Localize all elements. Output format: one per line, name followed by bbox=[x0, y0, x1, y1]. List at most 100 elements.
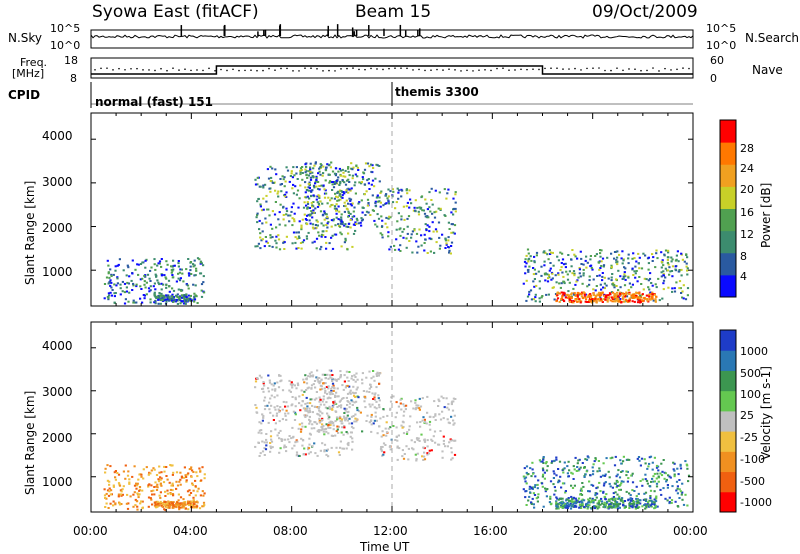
heatmap-cell bbox=[171, 482, 174, 485]
heatmap-cell bbox=[598, 297, 601, 300]
heatmap-cell bbox=[600, 260, 603, 263]
heatmap-cell bbox=[358, 201, 361, 204]
heatmap-cell bbox=[655, 464, 659, 467]
heatmap-cell bbox=[322, 430, 325, 433]
heatmap-cell bbox=[278, 410, 281, 413]
heatmap-cell bbox=[669, 476, 672, 479]
heatmap-cell bbox=[296, 440, 299, 443]
heatmap-cell bbox=[370, 163, 373, 166]
heatmap-cell bbox=[191, 503, 194, 506]
heatmap-cell bbox=[648, 293, 651, 296]
heatmap-cell bbox=[341, 422, 344, 425]
heatmap-cell bbox=[686, 504, 689, 507]
heatmap-cell bbox=[447, 239, 450, 242]
heatmap-cell bbox=[562, 293, 565, 296]
heatmap-cell bbox=[292, 410, 295, 413]
heatmap-cell bbox=[275, 226, 278, 229]
heatmap-cell bbox=[635, 291, 638, 294]
heatmap-cell bbox=[616, 507, 619, 510]
heatmap-cell bbox=[557, 259, 560, 262]
heatmap-cell bbox=[267, 177, 271, 180]
heatmap-cell bbox=[622, 455, 625, 458]
heatmap-cell bbox=[592, 300, 595, 303]
heatmap-cell bbox=[177, 288, 180, 291]
heatmap-cell bbox=[582, 263, 585, 266]
power-cbar-tick-20: 20 bbox=[740, 183, 754, 196]
heatmap-cell bbox=[171, 293, 174, 296]
heatmap-cell bbox=[197, 487, 200, 490]
heatmap-cell bbox=[608, 292, 612, 295]
heatmap-cell bbox=[416, 421, 419, 424]
heatmap-cell bbox=[376, 194, 379, 197]
heatmap-cell bbox=[545, 469, 549, 472]
heatmap-cell bbox=[346, 392, 350, 395]
heatmap-cell bbox=[115, 284, 118, 287]
heatmap-cell bbox=[348, 197, 351, 200]
heatmap-cell bbox=[270, 438, 273, 441]
heatmap-cell bbox=[269, 411, 272, 414]
heatmap-cell bbox=[368, 391, 371, 393]
heatmap-cell bbox=[522, 282, 525, 285]
heatmap-cell bbox=[376, 213, 379, 216]
heatmap-cell bbox=[319, 210, 323, 213]
heatmap-cell bbox=[325, 453, 328, 456]
heatmap-cell bbox=[637, 492, 640, 495]
power-ytick-2000: 2000 bbox=[42, 221, 73, 235]
heatmap-cell bbox=[644, 507, 647, 510]
heatmap-cell bbox=[544, 251, 547, 254]
heatmap-cell bbox=[277, 190, 280, 193]
heatmap-cell bbox=[258, 374, 261, 377]
heatmap-cell bbox=[543, 250, 546, 253]
heatmap-cell bbox=[127, 282, 130, 285]
heatmap-cell bbox=[569, 507, 573, 510]
heatmap-cell bbox=[167, 504, 170, 507]
heatmap-cell bbox=[657, 475, 660, 478]
heatmap-cell bbox=[350, 167, 353, 170]
heatmap-cell bbox=[395, 228, 398, 231]
heatmap-cell bbox=[272, 414, 275, 417]
heatmap-cell bbox=[322, 398, 325, 401]
heatmap-cell bbox=[332, 390, 335, 392]
heatmap-cell bbox=[581, 482, 584, 484]
heatmap-cell bbox=[378, 200, 381, 203]
heatmap-cell bbox=[295, 193, 298, 196]
heatmap-cell bbox=[441, 410, 444, 413]
heatmap-cell bbox=[284, 412, 287, 415]
nave-dot bbox=[256, 69, 258, 72]
nave-dot bbox=[634, 68, 636, 71]
heatmap-cell bbox=[575, 499, 578, 502]
heatmap-cell bbox=[147, 473, 150, 476]
heatmap-cell bbox=[134, 268, 137, 271]
heatmap-cell bbox=[254, 178, 257, 181]
heatmap-cell bbox=[162, 299, 165, 302]
heatmap-cell bbox=[431, 203, 434, 206]
heatmap-cell bbox=[311, 175, 314, 178]
nave-dot bbox=[442, 69, 444, 71]
heatmap-cell bbox=[297, 247, 300, 249]
heatmap-cell bbox=[570, 265, 573, 268]
heatmap-cell bbox=[672, 461, 675, 464]
nave-dot bbox=[526, 68, 528, 71]
heatmap-cell bbox=[389, 426, 392, 429]
heatmap-cell bbox=[567, 254, 570, 256]
heatmap-cell bbox=[193, 506, 196, 509]
heatmap-cell bbox=[267, 390, 270, 393]
heatmap-cell bbox=[557, 272, 560, 275]
heatmap-cell bbox=[335, 446, 338, 449]
heatmap-cell bbox=[154, 302, 157, 305]
heatmap-cell bbox=[151, 503, 154, 506]
heatmap-cell bbox=[529, 491, 532, 494]
heatmap-cell bbox=[420, 195, 424, 198]
heatmap-cell bbox=[157, 478, 160, 481]
heatmap-cell bbox=[336, 178, 339, 181]
heatmap-cell bbox=[567, 294, 570, 297]
heatmap-cell bbox=[290, 206, 293, 209]
heatmap-cell bbox=[430, 438, 433, 441]
heatmap-cell bbox=[138, 486, 142, 488]
heatmap-cell bbox=[114, 503, 117, 506]
nave-dot bbox=[406, 67, 408, 70]
heatmap-cell bbox=[587, 456, 590, 459]
heatmap-cell bbox=[670, 256, 673, 259]
heatmap-cell bbox=[274, 422, 277, 425]
heatmap-cell bbox=[378, 382, 381, 385]
